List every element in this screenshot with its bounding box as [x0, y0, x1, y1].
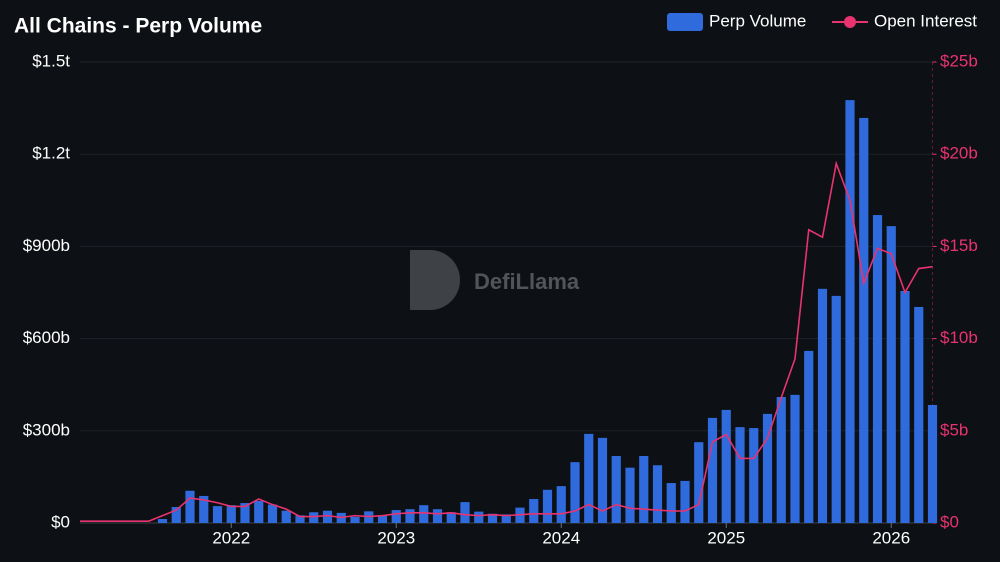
y-tick-label: $900b [23, 236, 70, 255]
bar [790, 394, 800, 523]
bar [322, 510, 333, 523]
y2-tick-label: $20b [940, 144, 978, 163]
bar [927, 404, 938, 523]
bar [900, 290, 910, 523]
y-tick-label: $1.2t [32, 144, 70, 163]
bar [501, 514, 511, 523]
bar [542, 489, 553, 523]
legend-label: Open Interest [874, 11, 977, 30]
bar [226, 505, 236, 523]
bar [487, 513, 498, 523]
bar [625, 467, 635, 523]
watermark-text: DefiLlama [474, 269, 580, 294]
legend-swatch [667, 13, 703, 31]
bar [419, 505, 429, 523]
bar [914, 306, 924, 523]
bar [391, 510, 401, 523]
bar [157, 519, 168, 523]
bar [584, 433, 594, 523]
bar [776, 396, 786, 523]
bar [707, 417, 718, 523]
bar [460, 502, 470, 523]
x-tick-label: 2022 [212, 528, 250, 547]
bar [240, 503, 250, 523]
bar [529, 499, 539, 523]
y-tick-label: $0 [51, 512, 70, 531]
y-tick-label: $1.5t [32, 51, 70, 70]
bar [570, 462, 580, 523]
watermark: DefiLlama [410, 250, 580, 310]
bar [721, 409, 731, 523]
bar [804, 350, 814, 523]
bar [639, 456, 649, 523]
bar [432, 509, 443, 523]
bar [652, 465, 663, 523]
bar [185, 490, 195, 523]
bar [446, 512, 456, 523]
bar [267, 504, 278, 523]
bar [254, 500, 264, 523]
bar [350, 516, 360, 523]
bar [309, 512, 319, 523]
line [80, 160, 933, 522]
bar [845, 100, 855, 523]
y2-tick-label: $15b [940, 236, 978, 255]
y2-tick-label: $25b [940, 51, 978, 70]
legend-swatch-dot [844, 16, 856, 28]
bar [859, 117, 869, 524]
bar [597, 437, 608, 523]
x-tick-label: 2025 [707, 528, 745, 547]
bar [295, 515, 305, 523]
bar [474, 511, 484, 523]
y2-tick-label: $10b [940, 328, 978, 347]
chart-title: All Chains - Perp Volume [14, 15, 262, 38]
bar [680, 480, 690, 523]
y2-tick-label: $0 [940, 512, 959, 531]
bar [694, 442, 704, 523]
bar [886, 226, 896, 523]
bar [749, 428, 759, 523]
bar [872, 215, 883, 523]
bar [666, 483, 676, 523]
y-tick-label: $600b [23, 328, 70, 347]
bar [817, 288, 828, 523]
x-tick-label: 2026 [872, 528, 910, 547]
y-tick-label: $300b [23, 420, 70, 439]
watermark-logo [410, 250, 460, 310]
bar [281, 510, 291, 523]
bar [377, 515, 388, 523]
x-tick-label: 2023 [377, 528, 415, 547]
bar [556, 486, 566, 523]
bar [762, 413, 773, 523]
y2-tick-label: $5b [940, 420, 968, 439]
legend-label: Perp Volume [709, 11, 806, 30]
x-tick-label: 2024 [542, 528, 580, 547]
bar [199, 495, 209, 523]
bar [212, 506, 223, 523]
bar [611, 456, 621, 523]
bar [831, 295, 841, 523]
bar [171, 507, 181, 523]
bar [735, 427, 745, 523]
bar [405, 509, 415, 523]
